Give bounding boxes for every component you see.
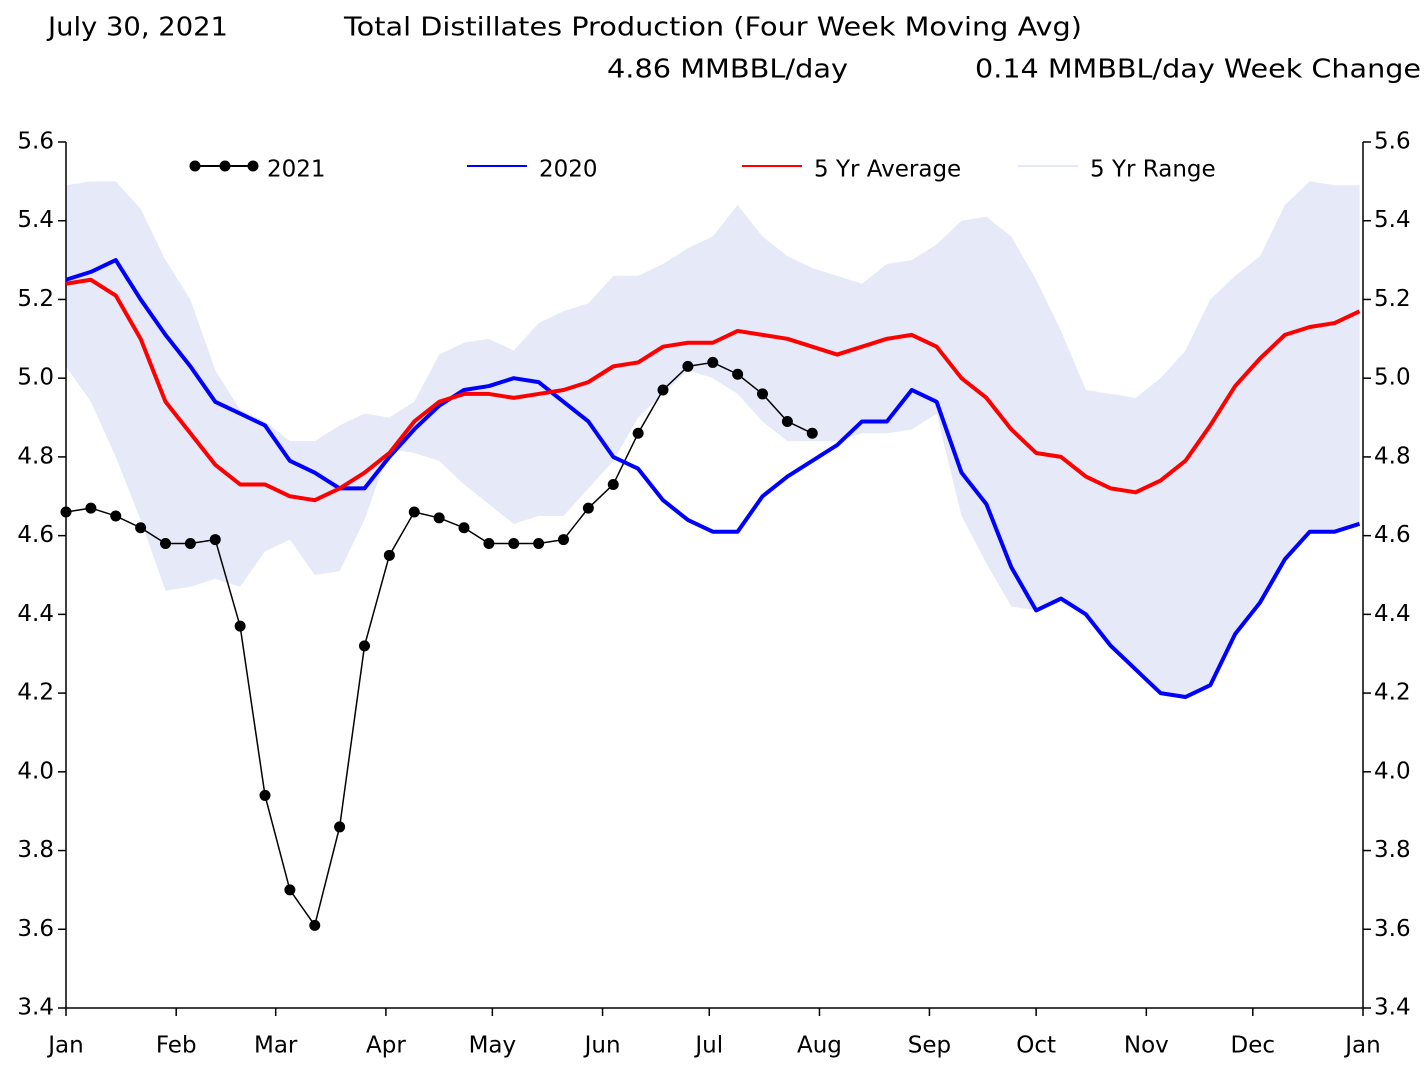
series-point [781,415,793,427]
date: July 30, 2021 [46,13,228,43]
x-tick-label: Oct [1016,1033,1056,1059]
y-tick-label-left: 3.8 [17,837,54,863]
series-point [184,538,196,550]
legend-label: 2021 [267,157,326,183]
x-tick-label: Apr [366,1033,406,1059]
y-tick-label-right: 4.2 [1374,680,1411,706]
y-tick-label-right: 5.4 [1374,207,1411,233]
series-point [533,538,545,550]
series-point [508,538,520,550]
y-tick-label-right: 3.6 [1374,916,1411,942]
series-point [806,427,818,439]
y-tick-label-left: 4.6 [17,522,54,548]
series-line [65,258,1361,700]
y-tick-label-right: 4.0 [1374,758,1411,784]
legend-marker [189,160,201,172]
y-tick-label-right: 3.8 [1374,837,1411,863]
series-point [632,427,644,439]
series-point [657,384,669,396]
series-point [757,388,769,400]
series-point [309,919,321,931]
x-tick-label: May [469,1033,517,1059]
series-point [209,534,221,546]
series-point [383,549,395,561]
series-point [60,506,72,518]
x-tick-label: Mar [254,1033,298,1059]
x-tick-label: Feb [156,1033,197,1059]
x-tick-label: Jul [693,1033,723,1059]
range-band [66,181,1360,698]
series-point [582,502,594,514]
series-point [85,502,97,514]
series-point [607,478,619,490]
series-point [483,538,495,550]
legend-marker [219,160,231,172]
series-point [732,368,744,380]
x-tick-label: Nov [1124,1033,1169,1059]
series-point [135,522,147,534]
series-point [110,510,122,522]
x-tick-label: Aug [797,1033,842,1059]
series-point [259,789,271,801]
series-point [160,538,172,550]
y-tick-label-right: 5.0 [1374,365,1411,391]
x-tick-label: Sep [908,1033,951,1059]
legend-label: 5 Yr Average [814,157,961,183]
y-tick-label-left: 5.0 [17,365,54,391]
series-point [682,360,694,372]
legend-marker [247,160,259,172]
y-tick-label-left: 5.4 [17,207,54,233]
y-tick-label-left: 4.2 [17,680,54,706]
x-tick-label: Dec [1231,1033,1276,1059]
y-tick-label-left: 4.0 [17,758,54,784]
series-point [707,356,719,368]
y-tick-label-left: 4.4 [17,601,54,627]
y-tick-label-right: 4.6 [1374,522,1411,548]
y-tick-label-right: 5.6 [1374,129,1411,155]
x-tick-label: Jan [46,1033,83,1059]
y-tick-label-right: 4.4 [1374,601,1411,627]
series-point [558,534,570,546]
y-tick-label-left: 3.6 [17,916,54,942]
series-point [433,512,445,524]
chart-title: Total Distillates Production (Four Week … [343,13,1082,43]
x-tick-label: Jun [583,1033,621,1059]
series-point [408,506,420,518]
y-tick-label-left: 4.8 [17,443,54,469]
y-tick-label-right: 4.8 [1374,443,1411,469]
y-tick-label-left: 5.2 [17,286,54,312]
series-point [458,522,470,534]
series-line [65,277,1361,503]
y-tick-label-right: 3.4 [1374,995,1411,1021]
series-point [359,640,371,652]
x-tick-label: Jan [1343,1033,1380,1059]
legend-label: 5 Yr Range [1090,157,1216,183]
current-value: 4.86 MMBBL/day [607,55,848,85]
week-change: 0.14 MMBBL/day Week Change [975,55,1421,85]
y-tick-label-right: 5.2 [1374,286,1411,312]
legend-label: 2020 [539,157,598,183]
y-tick-label-left: 3.4 [17,995,54,1021]
y-tick-label-left: 5.6 [17,129,54,155]
series-point [334,821,346,833]
series-point [234,620,246,632]
series-point [284,884,296,896]
